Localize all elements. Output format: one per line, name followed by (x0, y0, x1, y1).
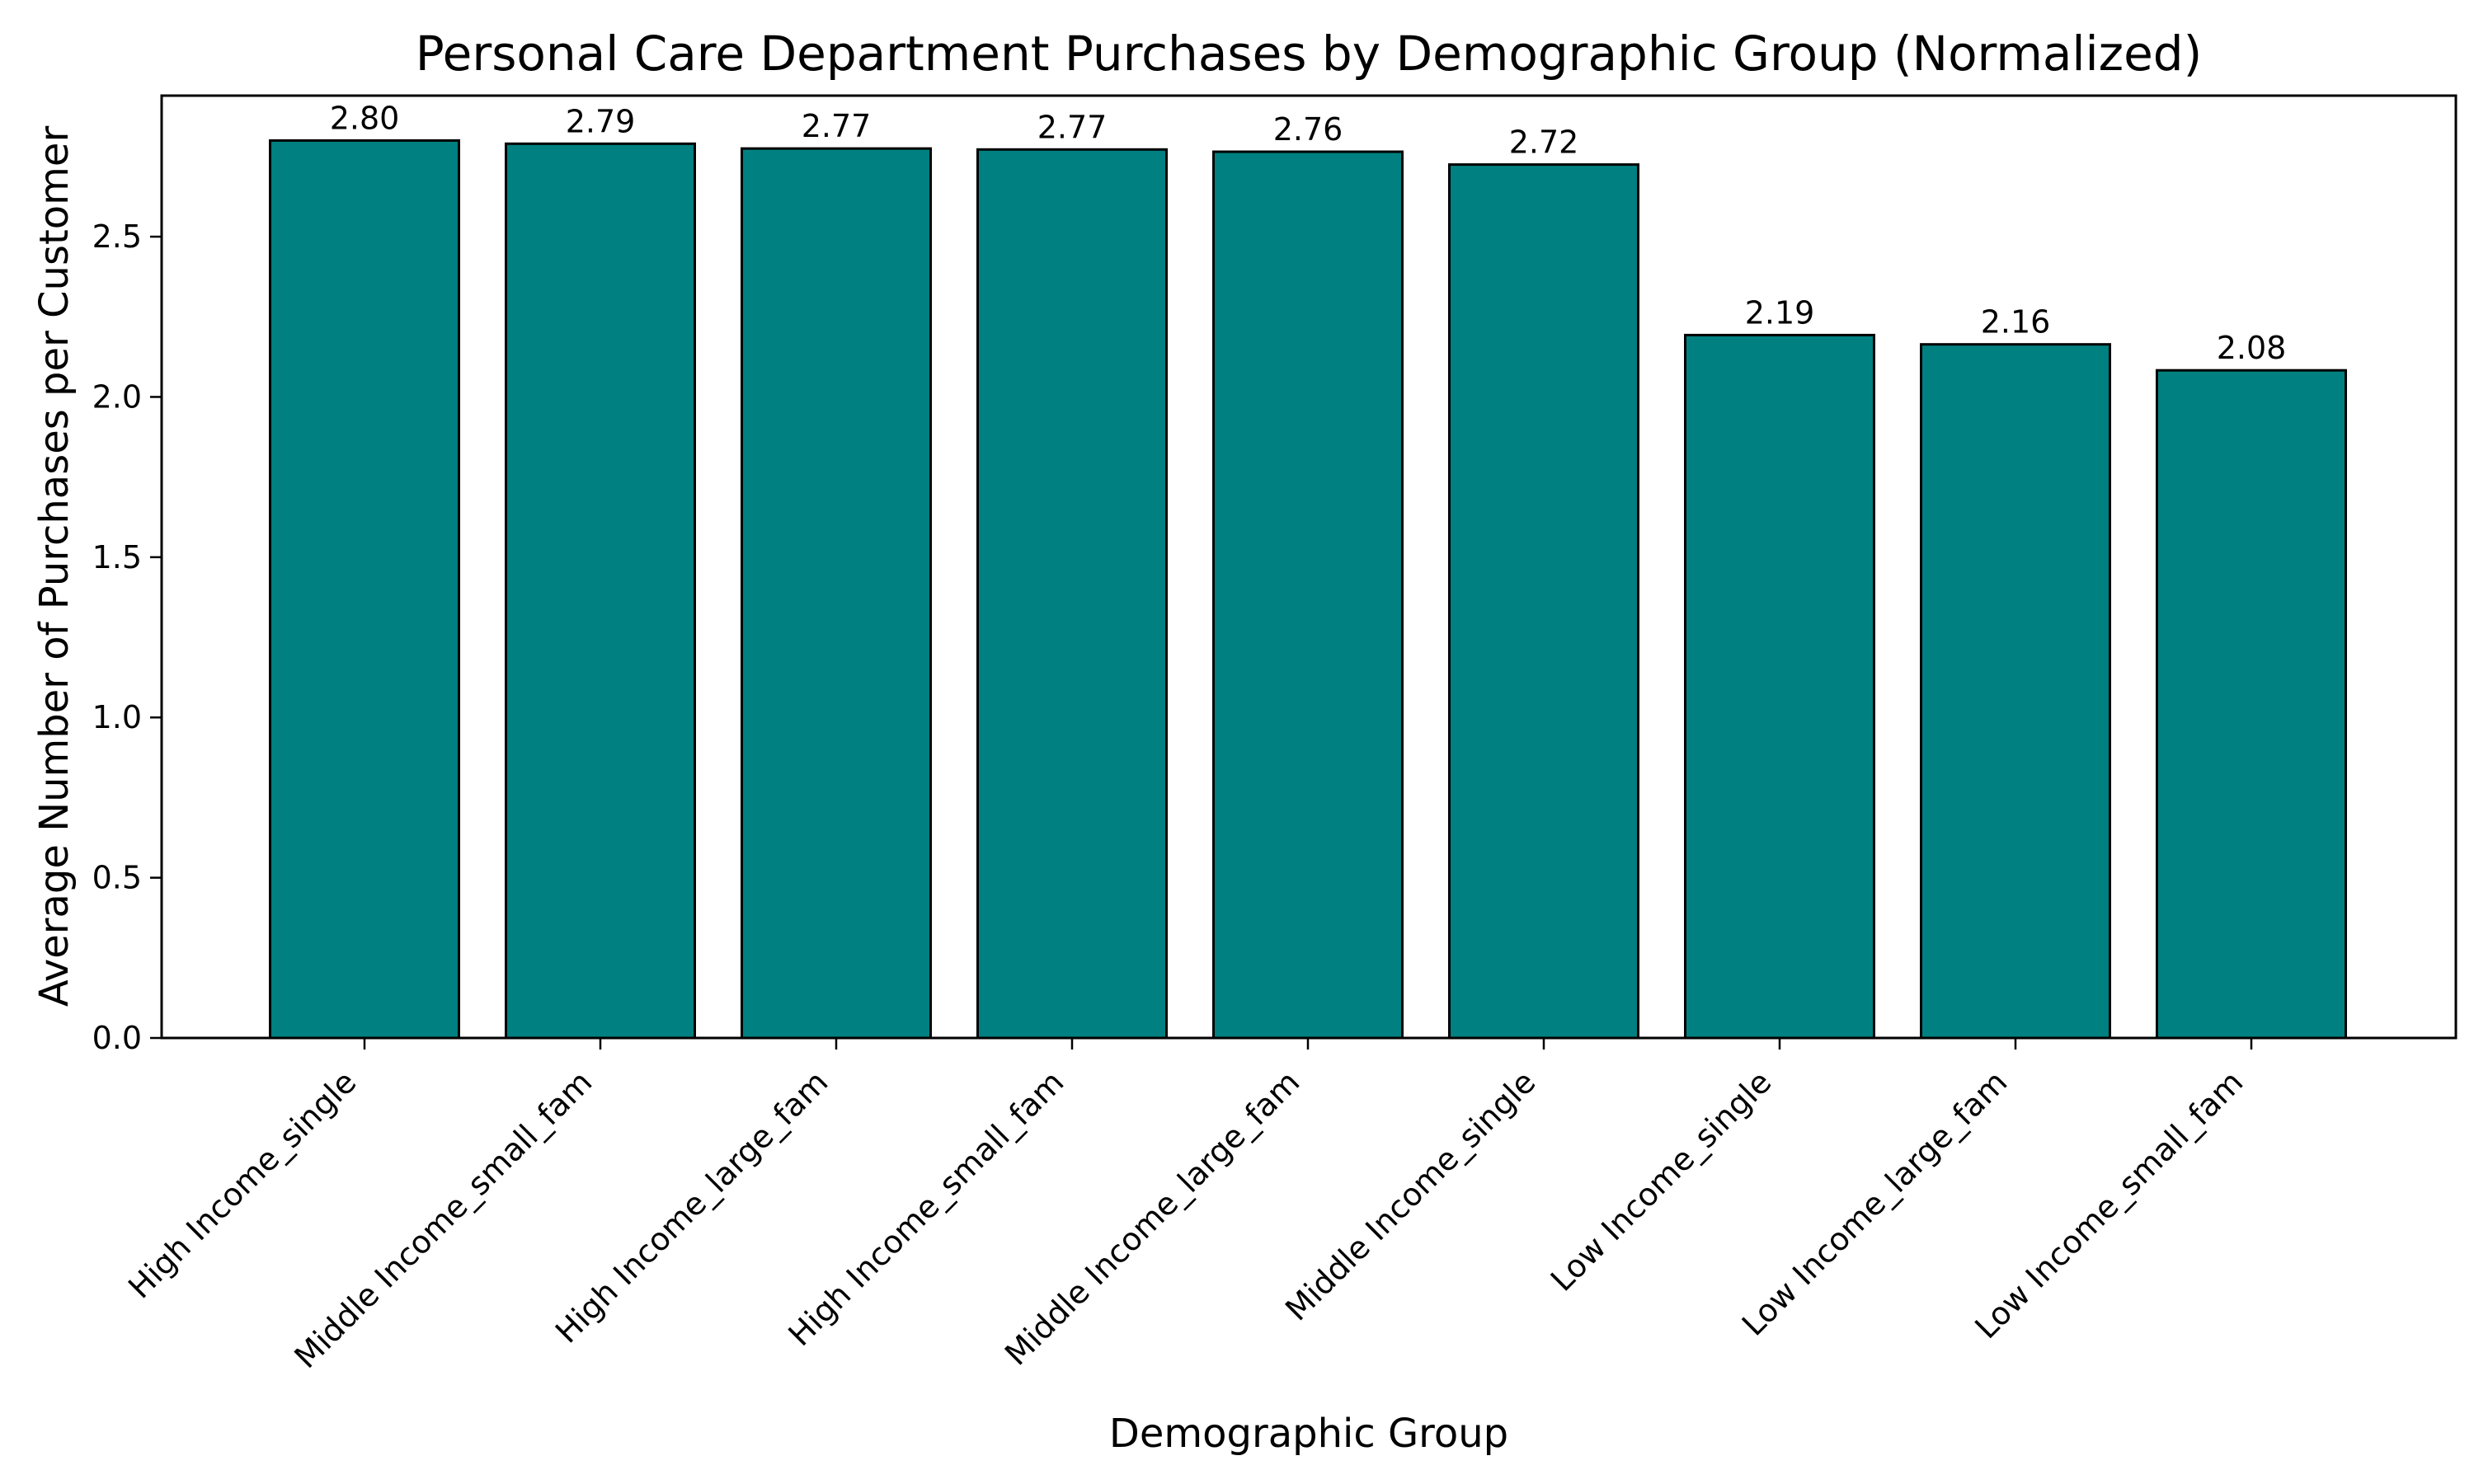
bar (1684, 333, 1875, 1040)
bar (1920, 343, 2111, 1040)
bar (2156, 369, 2347, 1040)
bar-value-label: 2.16 (1981, 304, 2051, 340)
bar-value-label: 2.08 (2217, 330, 2287, 366)
x-axis-label: Demographic Group (1109, 1411, 1508, 1457)
bar-value-label: 2.72 (1509, 124, 1579, 161)
data-labels-layer: 2.80 2.79 2.77 2.77 2.76 2.72 2.19 2.16 2.08 (330, 100, 2287, 366)
bar-value-label: 2.80 (330, 100, 400, 136)
bar (269, 139, 460, 1040)
bar (1212, 150, 1404, 1040)
y-axis-ticks: 0.0 0.5 1.0 1.5 2.0 2.5 (92, 218, 162, 1056)
bar (1448, 163, 1639, 1040)
bar-value-label: 2.76 (1273, 111, 1343, 148)
y-tick-label: 1.0 (92, 699, 142, 735)
bar-value-label: 2.77 (802, 108, 872, 144)
bar (505, 142, 696, 1040)
bar-value-label: 2.77 (1037, 109, 1108, 145)
chart-title: Personal Care Department Purchases by De… (416, 26, 2202, 82)
y-tick-label: 0.0 (92, 1020, 142, 1056)
bar-value-label: 2.19 (1745, 294, 1815, 331)
y-axis-label: Average Number of Purchases per Customer (31, 126, 78, 1007)
y-tick-label: 0.5 (92, 860, 142, 896)
bars-layer (269, 139, 2347, 1040)
bar-value-label: 2.79 (566, 103, 636, 139)
y-tick-label: 2.0 (92, 378, 142, 415)
bar (741, 147, 932, 1040)
y-tick-label: 1.5 (92, 539, 142, 575)
plot-area-frame (160, 94, 2458, 1040)
bar (976, 148, 1168, 1040)
y-tick-label: 2.5 (92, 218, 142, 255)
